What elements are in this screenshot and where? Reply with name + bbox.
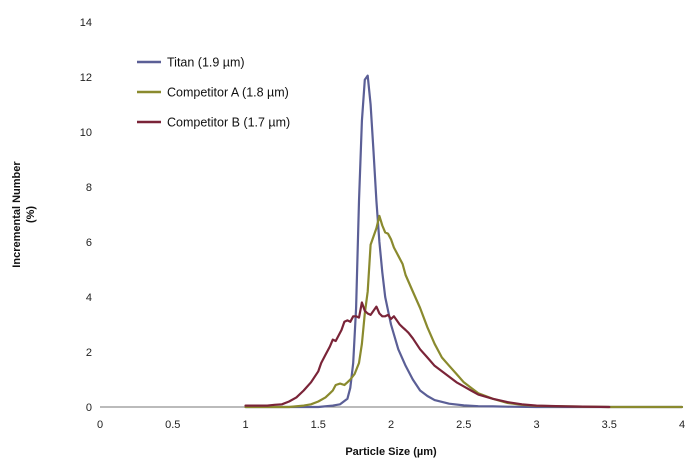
y-tick-label: 2 <box>86 347 92 359</box>
series-lines <box>244 74 684 409</box>
legend-label-2: Competitor A (1.8 µm) <box>167 86 289 100</box>
x-tick-label: 2 <box>388 419 394 431</box>
y-tick-label: 4 <box>86 292 92 304</box>
y-tick-label: 0 <box>86 402 92 414</box>
legend-label-3: Competitor B (1.7 µm) <box>167 116 290 130</box>
y-tick-label: 12 <box>80 72 92 84</box>
x-axis-label: Particle Size (µm) <box>345 446 437 458</box>
y-tick-label: 8 <box>86 182 92 194</box>
series-line-3 <box>244 301 611 409</box>
x-tick-label: 3.5 <box>602 419 617 431</box>
x-tick-label: 1.5 <box>311 419 326 431</box>
y-axis-label: Incremental Number <box>11 161 23 268</box>
x-tick-label: 1 <box>242 419 248 431</box>
y-axis-unit-label: (%) <box>25 206 37 223</box>
y-tick-label: 6 <box>86 237 92 249</box>
y-tick-label: 14 <box>80 17 92 29</box>
legend-label-1: Titan (1.9 µm) <box>167 56 245 70</box>
series-line-2 <box>244 214 684 409</box>
series-line-1 <box>244 74 684 409</box>
y-tick-label: 10 <box>80 127 92 139</box>
legend: Titan (1.9 µm) Competitor A (1.8 µm) Compe… <box>137 56 290 130</box>
x-tick-label: 3 <box>533 419 539 431</box>
y-tick-labels: 0 2 4 6 8 10 12 14 <box>80 17 92 414</box>
x-tick-label: 0.5 <box>165 419 180 431</box>
x-tick-label: 4 <box>679 419 685 431</box>
x-tick-label: 0 <box>97 419 103 431</box>
y-axis-label-group: Incremental Number (%) <box>11 161 37 268</box>
x-tick-labels: 0 0.5 1 1.5 2 2.5 3 3.5 4 <box>97 419 685 431</box>
x-tick-label: 2.5 <box>456 419 471 431</box>
